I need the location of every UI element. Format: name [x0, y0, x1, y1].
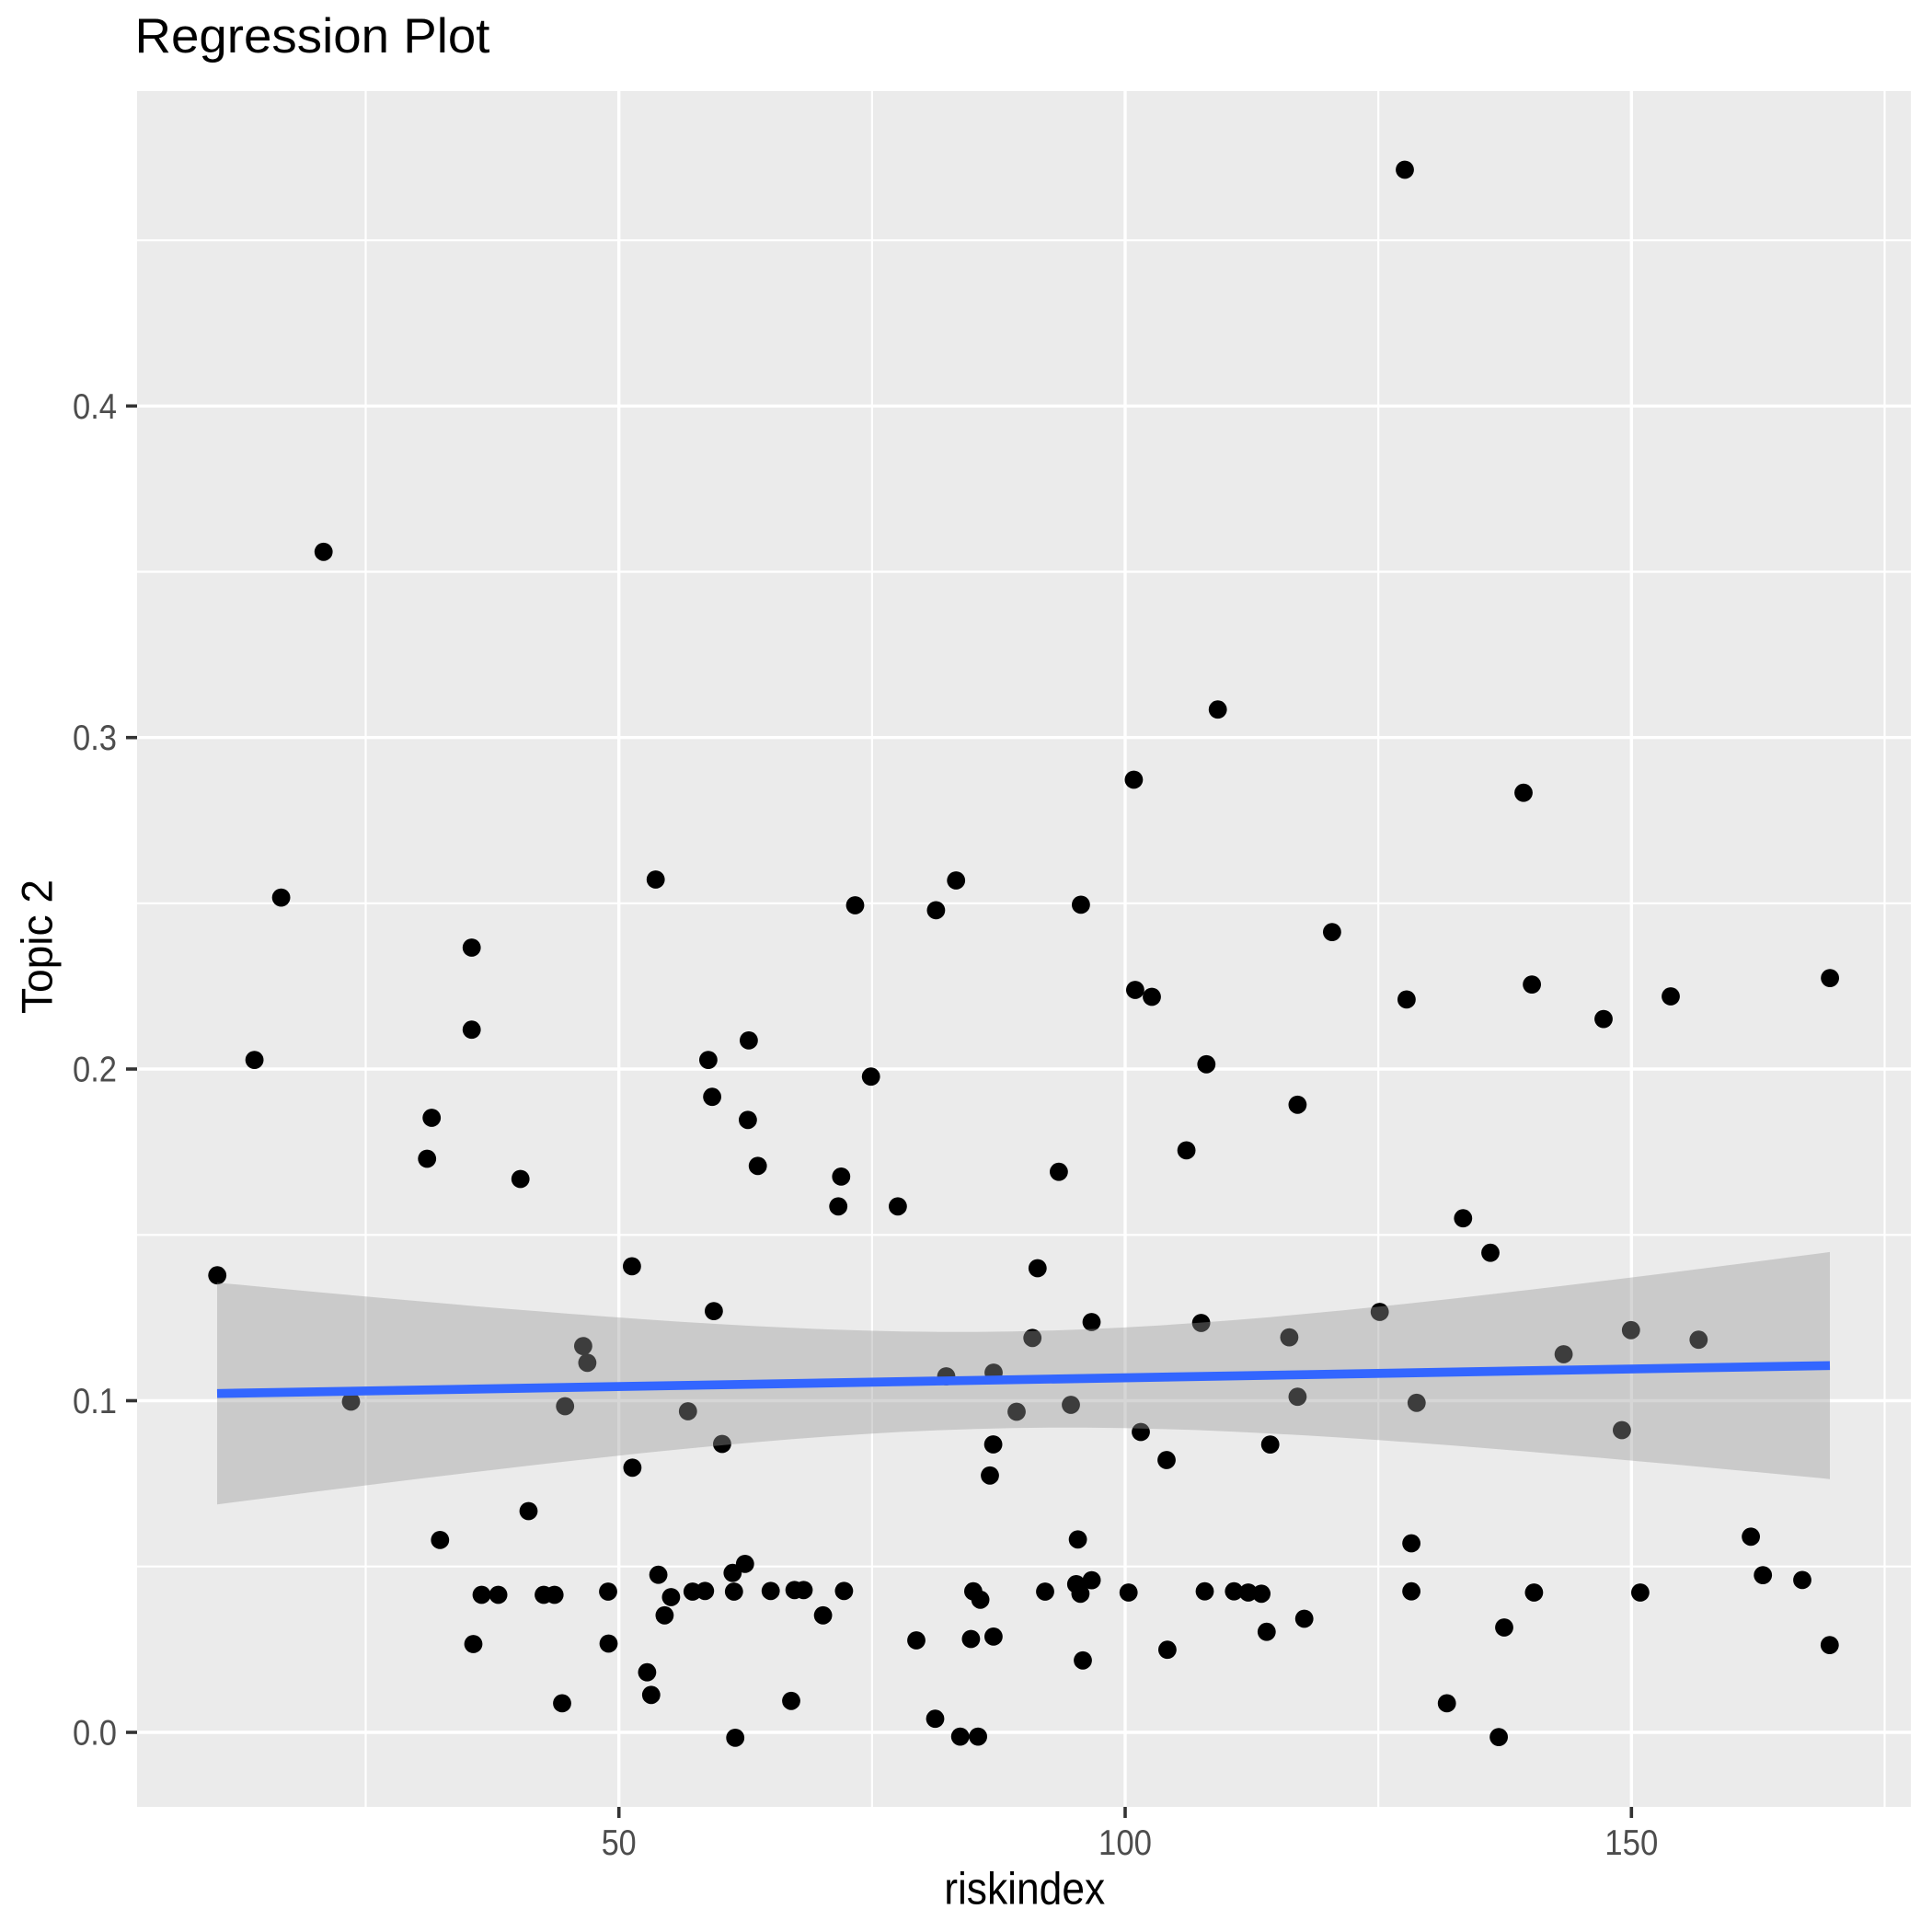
svg-text:150: 150 [1604, 1823, 1658, 1863]
svg-text:0.0: 0.0 [73, 1714, 117, 1754]
svg-text:0.3: 0.3 [73, 719, 117, 758]
svg-text:Topic 2: Topic 2 [14, 880, 63, 1014]
svg-text:50: 50 [602, 1823, 637, 1863]
svg-text:0.4: 0.4 [73, 387, 117, 427]
svg-text:100: 100 [1098, 1823, 1152, 1863]
svg-text:0.2: 0.2 [73, 1051, 117, 1090]
svg-text:Regression Plot: Regression Plot [135, 9, 490, 63]
svg-text:0.1: 0.1 [73, 1382, 117, 1421]
svg-text:riskindex: riskindex [944, 1864, 1105, 1914]
